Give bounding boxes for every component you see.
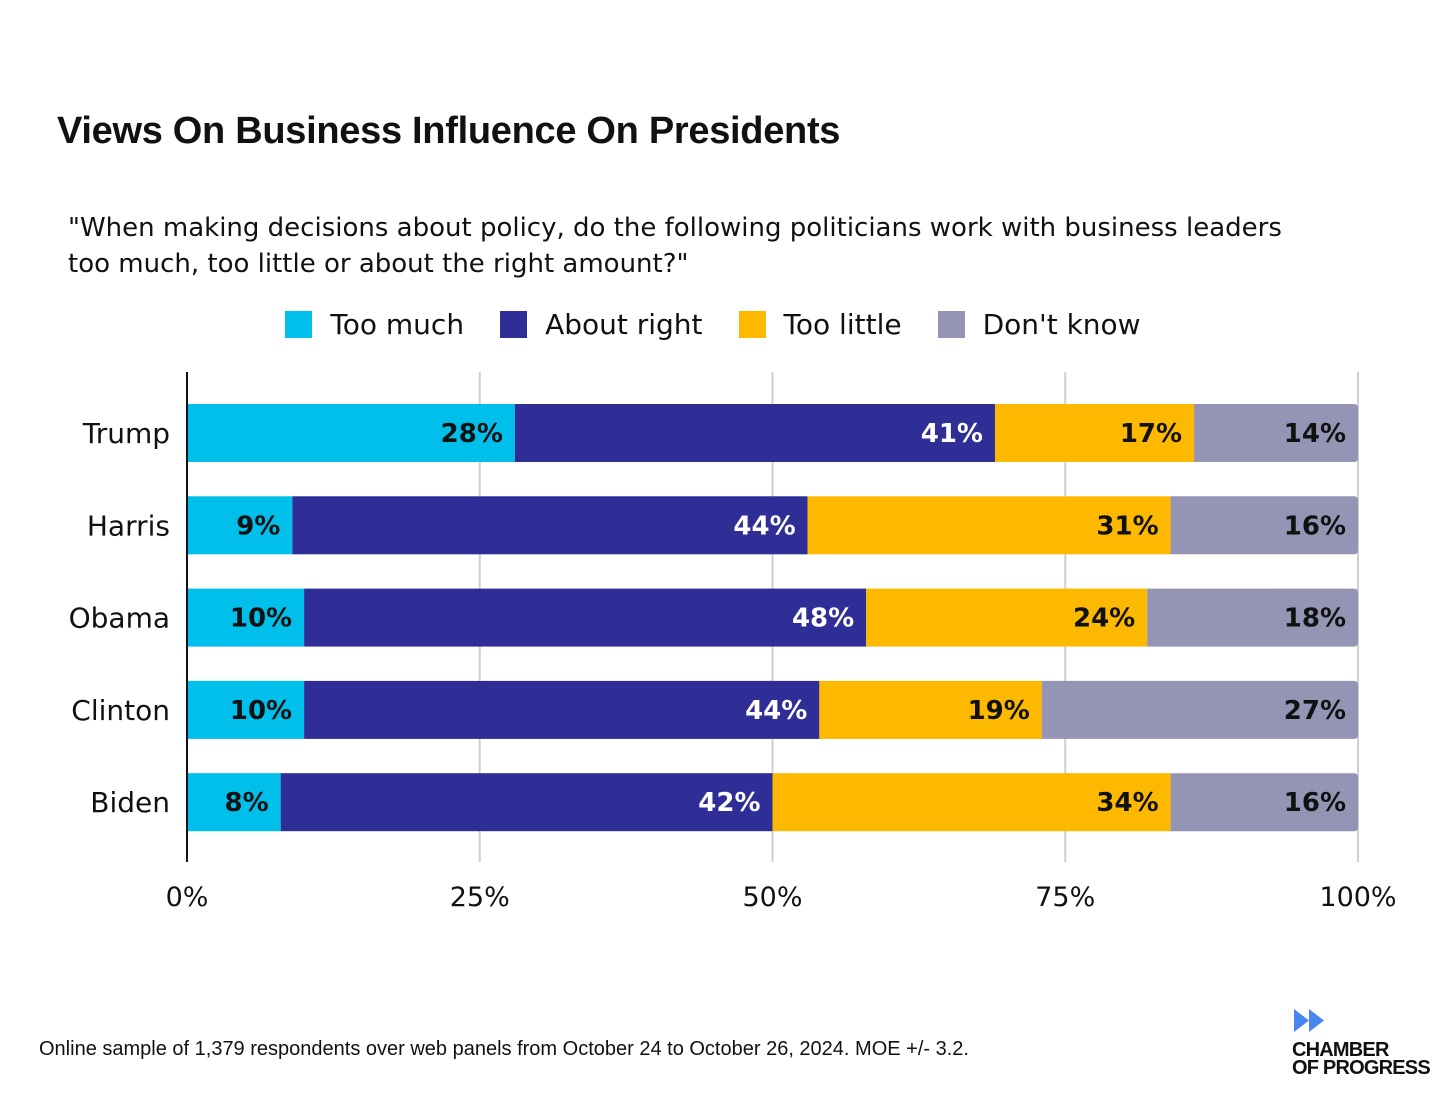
fast-forward-icon (1294, 1009, 1324, 1032)
bar-segment (866, 588, 1148, 647)
bar-segment (807, 496, 1171, 555)
data-label: 18% (1284, 604, 1346, 634)
logo-line1: CHAMBER (1292, 1039, 1389, 1061)
data-label: 17% (1120, 419, 1182, 449)
x-tick-label: 100% (1319, 882, 1396, 913)
legend-swatch (500, 311, 528, 338)
x-tick-label: 75% (1035, 882, 1095, 913)
data-label: 16% (1284, 511, 1346, 541)
x-tick-label: 25% (450, 882, 510, 913)
bar-segment (280, 773, 773, 832)
bar-segment (772, 773, 1171, 832)
bar-segment (187, 680, 305, 739)
bar-segment (514, 404, 995, 462)
bar-segment (187, 404, 515, 462)
legend-swatch (937, 311, 965, 338)
stacked-bar-chart: 0% 25% 50% 75% 100% Trump 28% 41% 17% 14% Harris 9%… (69, 372, 1397, 913)
legend-swatch (738, 311, 766, 338)
chart-title: Views On Business Influence On President… (57, 110, 841, 152)
logo-line2: OF PROGRESS (1292, 1057, 1431, 1079)
data-label: 27% (1284, 696, 1346, 726)
legend: Too much About right Too little Don't know (0, 308, 1426, 341)
data-label: 28% (441, 419, 503, 449)
legend-swatch (285, 311, 313, 338)
legend-label: Too much (330, 308, 465, 341)
x-tick-label: 50% (742, 882, 802, 913)
data-label: 31% (1096, 511, 1158, 541)
category-label: Trump (82, 417, 170, 450)
data-label: 14% (1284, 419, 1346, 449)
bar-segment (187, 773, 281, 832)
bar-segment (994, 404, 1195, 462)
category-label: Obama (69, 602, 170, 635)
bar-segment (304, 680, 820, 739)
data-label: 34% (1096, 788, 1158, 818)
legend-item: Too little (738, 308, 902, 341)
data-label: 19% (968, 696, 1030, 726)
data-label: 16% (1284, 788, 1346, 818)
chart-subtitle: "When making decisions about policy, do … (68, 213, 1282, 279)
bar-segment (1041, 680, 1358, 739)
data-label: 44% (733, 511, 795, 541)
legend-label: Too little (783, 308, 902, 341)
category-label: Biden (90, 786, 170, 819)
legend-item: About right (500, 308, 703, 341)
legend-label: About right (545, 308, 703, 341)
legend-item: Too much (285, 308, 464, 341)
data-label: 24% (1073, 604, 1135, 634)
data-label: 10% (230, 696, 292, 726)
bar-segment (1147, 588, 1358, 647)
data-label: 42% (698, 788, 760, 818)
category-label: Harris (87, 509, 170, 542)
bar-segment (187, 496, 293, 555)
bar-segment (1170, 773, 1358, 832)
category-label: Clinton (71, 694, 170, 727)
x-tick-label: 0% (166, 882, 209, 913)
data-label: 41% (921, 419, 983, 449)
data-label: 10% (230, 604, 292, 634)
footer-note: Online sample of 1,379 respondents over … (39, 1038, 969, 1060)
bar-segment (304, 588, 867, 647)
data-label: 44% (745, 696, 807, 726)
legend-label: Don't know (982, 308, 1141, 341)
bar-segment (187, 588, 305, 647)
legend-item: Don't know (937, 308, 1141, 341)
bar-segment (292, 496, 808, 555)
data-label: 9% (236, 511, 280, 541)
bar-segment (819, 680, 1042, 739)
data-label: 8% (225, 788, 269, 818)
chamber-of-progress-logo: CHAMBER OF PROGRESS (1292, 1008, 1442, 1079)
data-label: 48% (792, 604, 854, 634)
bar-segment (1194, 404, 1358, 462)
bar-segment (1170, 496, 1358, 555)
